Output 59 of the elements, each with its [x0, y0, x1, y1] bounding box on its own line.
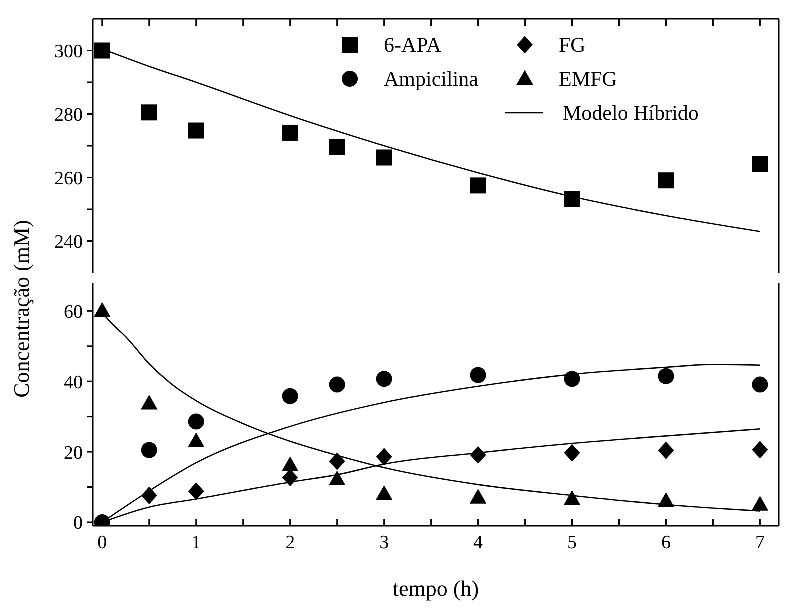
legend-label: EMFG [559, 66, 618, 92]
point [752, 156, 768, 172]
y-tick-label: 240 [54, 232, 83, 253]
point [282, 456, 299, 472]
x-tick-label: 6 [661, 532, 671, 554]
point [329, 139, 346, 156]
point [564, 371, 580, 388]
point [658, 492, 675, 508]
legend-label: Ampicilina [384, 66, 478, 92]
legend-label: FG [559, 32, 586, 58]
x-tick-label: 7 [755, 532, 765, 554]
y-tick-label: 20 [64, 442, 83, 464]
point [752, 496, 769, 511]
point [470, 367, 486, 384]
point [329, 452, 346, 470]
point [141, 104, 158, 121]
point [658, 442, 674, 460]
point [140, 394, 158, 410]
x-tick-label: 1 [192, 532, 202, 554]
y-tick-label: 280 [54, 104, 83, 126]
point [328, 470, 346, 486]
point [376, 371, 392, 388]
x-axis-title: tempo (h) [392, 576, 480, 601]
point [188, 414, 204, 430]
point [282, 388, 298, 404]
y-tick-label: 260 [54, 168, 83, 190]
y-tick-label: 40 [64, 372, 83, 394]
point [94, 42, 110, 59]
point [564, 444, 580, 462]
point [470, 446, 486, 464]
point [470, 178, 486, 194]
point [658, 368, 674, 384]
x-tick-label: 3 [380, 532, 390, 554]
point [658, 172, 674, 189]
y-tick-label: 60 [64, 302, 83, 323]
point [188, 122, 204, 139]
point [376, 448, 392, 466]
point [752, 376, 768, 393]
y-axis-title: Concentração (mM) [9, 220, 35, 398]
y-tick-label: 300 [54, 41, 83, 62]
legend-label: Modelo Híbrido [563, 100, 699, 126]
x-tick-label: 0 [98, 532, 108, 554]
x-tick-label: 4 [474, 532, 484, 554]
point [564, 490, 581, 506]
point [282, 124, 298, 141]
point [141, 442, 158, 458]
point [188, 482, 204, 500]
x-tick-label: 5 [568, 532, 578, 554]
legend-label: 6-APA [384, 32, 442, 58]
point [141, 486, 158, 505]
point [188, 432, 205, 448]
x-tick-label: 2 [286, 532, 296, 554]
point [564, 191, 580, 208]
point [752, 441, 768, 459]
point [376, 150, 392, 166]
y-tick-label: 0 [74, 513, 83, 534]
point [329, 376, 346, 393]
point [470, 489, 487, 504]
point [376, 486, 393, 500]
